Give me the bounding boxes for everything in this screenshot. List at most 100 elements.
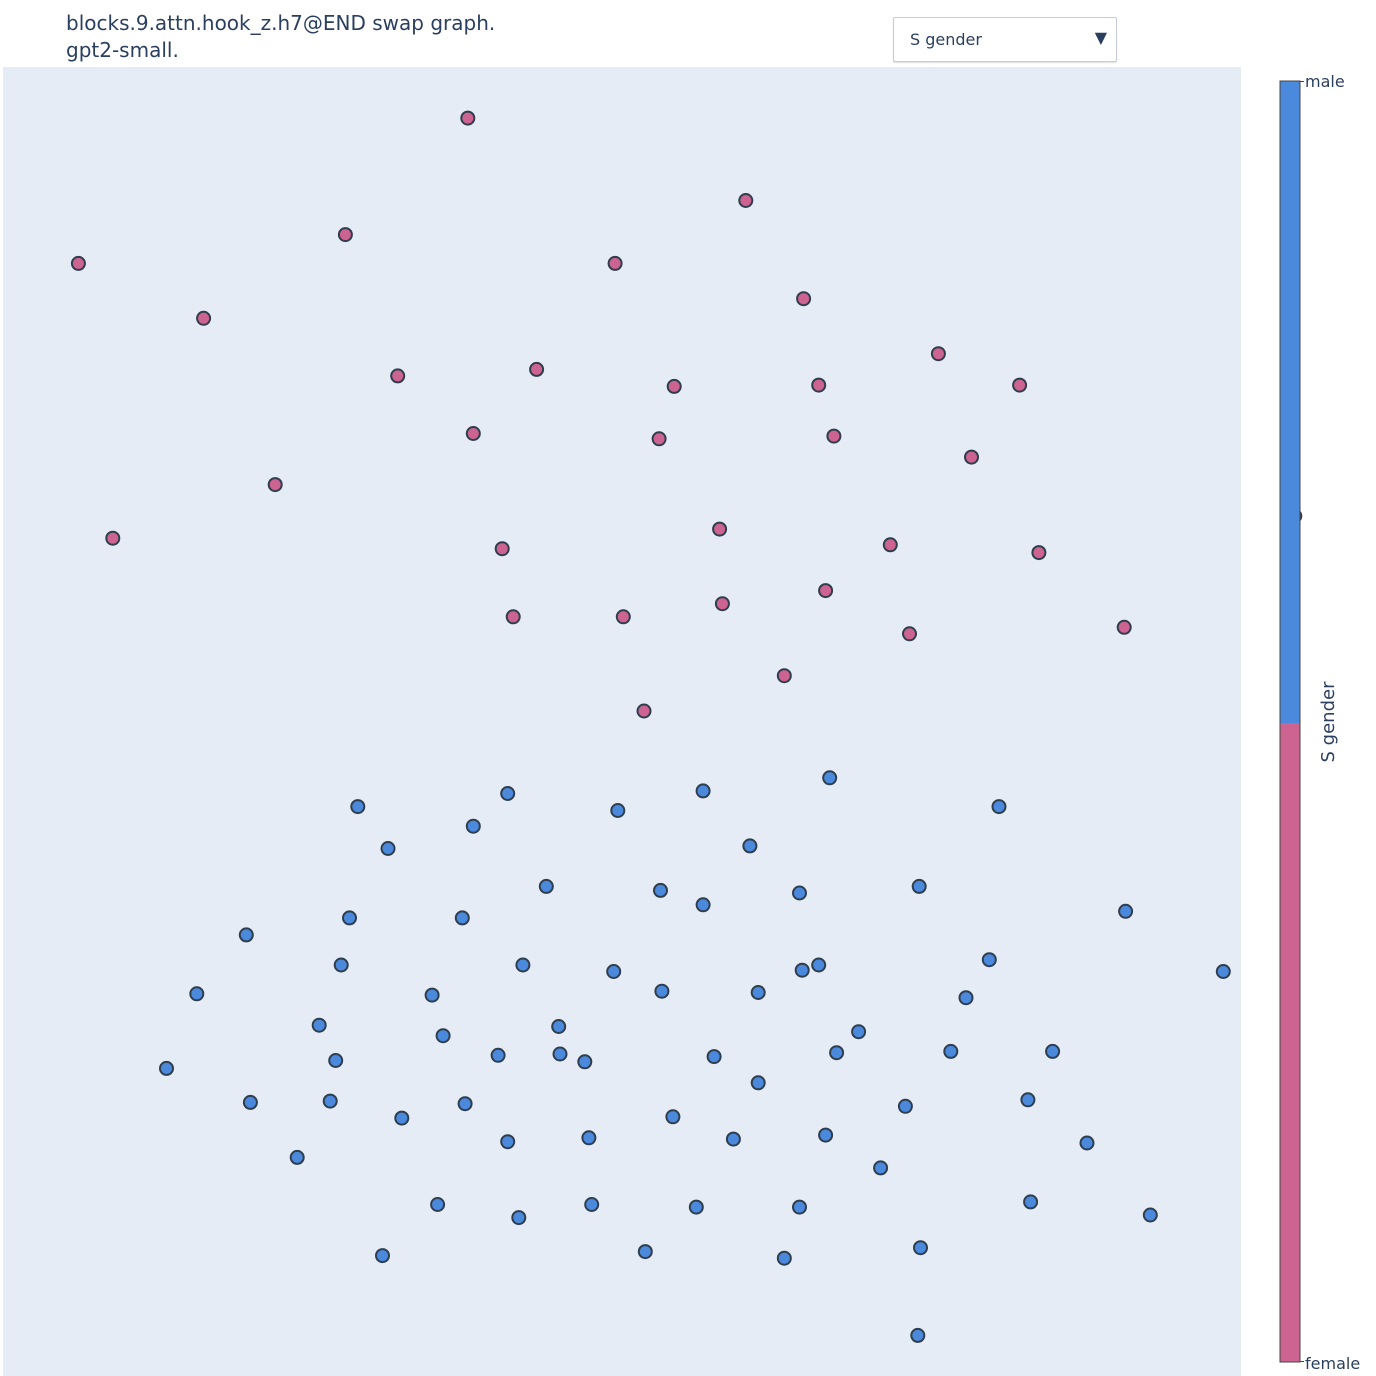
male-point[interactable] [750, 1075, 766, 1091]
male-point[interactable] [242, 1094, 258, 1110]
male-point[interactable] [991, 799, 1007, 815]
male-point[interactable] [584, 1197, 600, 1212]
male-point[interactable] [380, 841, 396, 856]
male-point[interactable] [911, 878, 927, 894]
female-point[interactable] [651, 431, 667, 447]
male-point[interactable] [552, 1046, 568, 1062]
female-point[interactable] [337, 227, 353, 243]
male-point[interactable] [610, 803, 626, 818]
male-point[interactable] [189, 986, 205, 1002]
male-point[interactable] [454, 910, 470, 926]
male-point[interactable] [375, 1248, 390, 1264]
female-point[interactable] [796, 291, 812, 307]
male-point[interactable] [394, 1110, 410, 1126]
male-point[interactable] [665, 1109, 681, 1125]
male-point[interactable] [1045, 1043, 1061, 1059]
female-point[interactable] [70, 255, 86, 271]
female-point[interactable] [712, 521, 728, 537]
female-point[interactable] [636, 703, 652, 719]
male-point[interactable] [913, 1240, 928, 1256]
male-point[interactable] [1079, 1135, 1095, 1151]
male-point[interactable] [159, 1060, 174, 1076]
male-point[interactable] [829, 1045, 845, 1061]
male-point[interactable] [500, 786, 516, 801]
male-point[interactable] [725, 1131, 741, 1147]
male-point[interactable] [1023, 1194, 1039, 1210]
female-point[interactable] [930, 346, 946, 362]
female-point[interactable] [529, 361, 545, 377]
female-point[interactable] [1012, 377, 1028, 393]
male-point[interactable] [322, 1093, 338, 1109]
female-point[interactable] [607, 255, 623, 271]
male-point[interactable] [873, 1160, 889, 1176]
male-point[interactable] [577, 1054, 593, 1070]
male-point[interactable] [792, 885, 807, 901]
male-point[interactable] [490, 1047, 506, 1063]
male-point[interactable] [1020, 1092, 1036, 1108]
male-point[interactable] [958, 990, 974, 1006]
female-point[interactable] [267, 477, 283, 493]
male-point[interactable] [654, 983, 670, 999]
male-point[interactable] [695, 783, 711, 799]
male-point[interactable] [457, 1096, 473, 1112]
male-point[interactable] [742, 838, 758, 854]
male-point[interactable] [511, 1210, 527, 1226]
female-point[interactable] [776, 668, 792, 684]
male-point[interactable] [581, 1130, 597, 1146]
male-point[interactable] [943, 1043, 959, 1059]
female-point[interactable] [818, 583, 834, 599]
female-point[interactable] [390, 368, 406, 384]
male-point[interactable] [794, 962, 810, 978]
female-point[interactable] [505, 609, 521, 625]
male-point[interactable] [910, 1327, 926, 1343]
female-point[interactable] [460, 110, 476, 126]
male-point[interactable] [695, 897, 711, 913]
male-point[interactable] [776, 1250, 792, 1266]
male-point[interactable] [818, 1127, 834, 1143]
female-point[interactable] [666, 378, 682, 394]
plot-area[interactable] [3, 67, 1241, 1376]
female-point[interactable] [105, 530, 121, 546]
male-point[interactable] [311, 1017, 327, 1033]
female-point[interactable] [882, 537, 898, 553]
female-point[interactable] [1031, 545, 1047, 561]
female-point[interactable] [738, 193, 754, 208]
female-point[interactable] [811, 377, 827, 393]
female-point[interactable] [196, 310, 212, 326]
male-point[interactable] [981, 952, 997, 968]
male-point[interactable] [515, 957, 531, 973]
female-point[interactable] [494, 541, 510, 557]
male-point[interactable] [551, 1019, 567, 1034]
female-point[interactable] [902, 626, 917, 642]
male-point[interactable] [333, 957, 349, 973]
male-point[interactable] [606, 964, 622, 979]
male-point[interactable] [653, 882, 668, 898]
male-point[interactable] [424, 987, 440, 1003]
male-point[interactable] [1142, 1207, 1158, 1223]
female-point[interactable] [465, 426, 481, 441]
male-point[interactable] [822, 770, 838, 786]
male-point[interactable] [430, 1197, 446, 1212]
male-point[interactable] [688, 1199, 704, 1215]
male-point[interactable] [435, 1028, 451, 1044]
male-point[interactable] [706, 1049, 722, 1065]
male-point[interactable] [1118, 903, 1134, 919]
female-point[interactable] [714, 596, 730, 612]
male-point[interactable] [500, 1134, 516, 1150]
female-point[interactable] [964, 449, 979, 465]
male-point[interactable] [465, 818, 481, 834]
male-point[interactable] [897, 1098, 913, 1114]
male-point[interactable] [1215, 964, 1231, 979]
male-point[interactable] [328, 1053, 344, 1068]
female-point[interactable] [826, 428, 842, 444]
male-point[interactable] [792, 1199, 807, 1215]
female-point[interactable] [615, 609, 631, 625]
color-by-dropdown[interactable]: S gender ▼ [893, 17, 1117, 62]
male-point[interactable] [342, 910, 357, 926]
male-point[interactable] [851, 1024, 867, 1040]
male-point[interactable] [750, 985, 766, 1000]
male-point[interactable] [238, 927, 254, 943]
male-point[interactable] [811, 957, 827, 973]
male-point[interactable] [350, 799, 366, 815]
female-point[interactable] [1116, 619, 1132, 635]
